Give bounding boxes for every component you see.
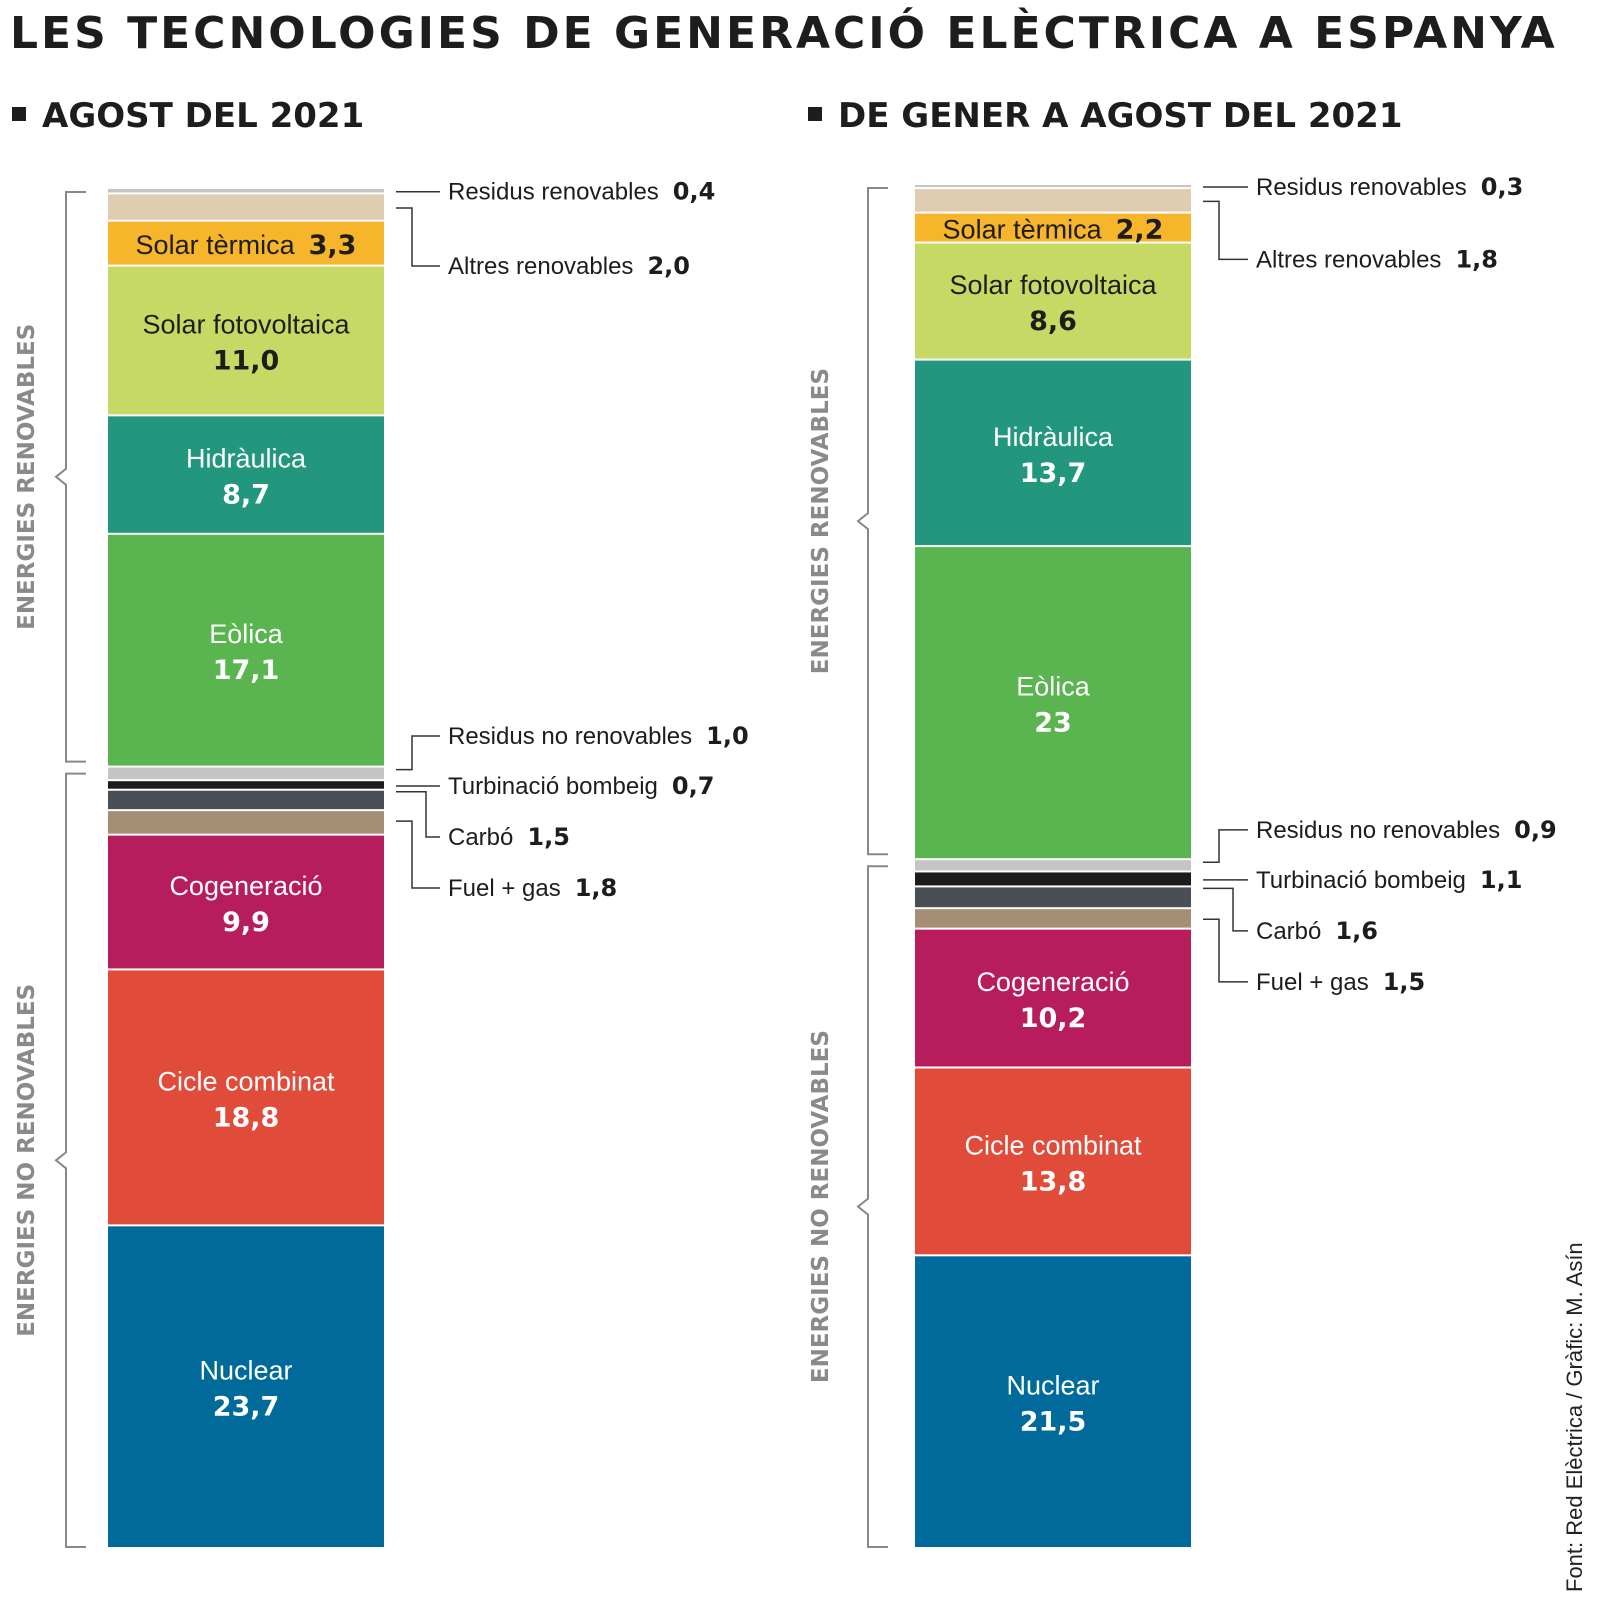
callout-label-residus-renovables: Residus renovables 0,4 (448, 178, 715, 206)
group-label-no-renovables: ENERGIES NO RENOVABLES (808, 1030, 834, 1383)
segment-label-solar-termica: Solar tèrmica 2,2 (943, 215, 1164, 246)
bar-segment-cogeneracio (108, 835, 384, 969)
callout-label-turbinacio-bombeig: Turbinació bombeig 0,7 (448, 772, 714, 800)
bar-segment-carbo (108, 790, 384, 810)
bar-segment-cicle-combinat (915, 1068, 1191, 1255)
chart-title: LES TECNOLOGIES DE GENERACIÓ ELÈCTRICA A… (10, 8, 1558, 59)
segment-label-eolica-value: 23 (1034, 708, 1072, 739)
bar-segment-residus-renovables (108, 189, 384, 193)
source-credit: Font: Red Elèctrica / Gràfic: M. Asín (1562, 1242, 1587, 1592)
callout-label-residus-renovables: Residus renovables 0,3 (1256, 173, 1523, 201)
segment-label-cogeneracio-value: 9,9 (222, 907, 270, 938)
segment-label-solar-termica: Solar tèrmica 3,3 (136, 230, 357, 261)
panel-title-agost: AGOST DEL 2021 (12, 96, 364, 136)
segment-label-cicle-combinat: Cicle combinat (964, 1130, 1142, 1160)
callout-line-altres-renovables (396, 207, 440, 267)
bracket-renovables (54, 191, 86, 763)
segment-label-cogeneracio-value: 10,2 (1020, 1003, 1087, 1034)
segment-label-hidraulica-value: 8,7 (222, 480, 270, 511)
bracket-no-renovables (856, 865, 888, 1548)
bar-segment-eolica (108, 534, 384, 766)
bar-segment-turbinacio-bombeig (915, 872, 1191, 886)
segment-label-hidraulica: Hidràulica (186, 444, 307, 474)
callout-label-carbo: Carbó 1,6 (1256, 917, 1378, 945)
bar-segment-solar-termica (915, 213, 1191, 242)
callout-label-residus-no-renovables: Residus no renovables 0,9 (1256, 816, 1557, 844)
bar-segment-nuclear (108, 1226, 384, 1547)
bar-segment-cicle-combinat (108, 970, 384, 1225)
segment-label-cicle-combinat-value: 13,8 (1020, 1166, 1087, 1197)
callout-line-carbo (1203, 887, 1248, 932)
bar-segment-solar-fotovoltaica (108, 266, 384, 415)
bar-segment-eolica (915, 547, 1191, 859)
group-label-renovables: ENERGIES RENOVABLES (808, 368, 834, 674)
segment-label-solar-fotovoltaica: Solar fotovoltaica (142, 309, 350, 339)
bar-segment-cogeneracio (915, 929, 1191, 1067)
group-label-no-renovables: ENERGIES NO RENOVABLES (14, 984, 40, 1337)
bar-segment-fuel-gas (915, 909, 1191, 928)
group-label-renovables: ENERGIES RENOVABLES (14, 324, 40, 630)
segment-label-solar-fotovoltaica: Solar fotovoltaica (949, 270, 1157, 300)
bar-segment-altres-renovables (108, 194, 384, 220)
segment-label-nuclear-value: 23,7 (213, 1392, 280, 1423)
bracket-no-renovables (54, 772, 86, 1548)
segment-label-nuclear: Nuclear (1006, 1371, 1099, 1401)
callout-label-altres-renovables: Altres renovables 2,0 (448, 252, 690, 280)
segment-label-eolica: Eòlica (209, 619, 284, 649)
segment-label-cicle-combinat: Cicle combinat (157, 1066, 335, 1096)
bar-segment-residus-no-renovables (108, 767, 384, 780)
callout-label-residus-no-renovables: Residus no renovables 1,0 (448, 722, 749, 750)
callout-label-fuel-gas: Fuel + gas 1,5 (1256, 968, 1425, 996)
panel-title-gener-agost: DE GENER A AGOST DEL 2021 (808, 96, 1403, 136)
bar-segment-fuel-gas (108, 811, 384, 834)
segment-label-cogeneracio: Cogeneració (976, 967, 1129, 997)
segment-label-eolica: Eòlica (1016, 672, 1091, 702)
callout-line-carbo (396, 790, 440, 838)
callout-line-residus-no-renovables (396, 735, 440, 771)
segment-label-eolica-value: 17,1 (213, 655, 280, 686)
callout-line-fuel-gas (1203, 918, 1248, 983)
callout-line-altres-renovables (1203, 200, 1248, 261)
square-bullet-icon (808, 106, 822, 121)
bar-segment-solar-fotovoltaica (915, 243, 1191, 359)
panel-title-text: AGOST DEL 2021 (42, 96, 365, 136)
callout-label-fuel-gas: Fuel + gas 1,8 (448, 874, 617, 902)
segment-label-hidraulica: Hidràulica (993, 422, 1114, 452)
bracket-renovables (856, 187, 888, 856)
square-bullet-icon (12, 106, 26, 121)
bar-segment-nuclear (915, 1256, 1191, 1547)
segment-label-nuclear: Nuclear (199, 1356, 292, 1386)
segment-label-cicle-combinat-value: 18,8 (213, 1102, 280, 1133)
bar-segment-residus-renovables (915, 185, 1191, 188)
bar-segment-residus-no-renovables (915, 860, 1191, 871)
segment-label-hidraulica-value: 13,7 (1020, 458, 1087, 489)
segment-label-solar-fotovoltaica-value: 8,6 (1029, 306, 1077, 337)
bar-segment-carbo (915, 887, 1191, 908)
bar-segment-hidraulica (915, 360, 1191, 546)
callout-label-altres-renovables: Altres renovables 1,8 (1256, 245, 1498, 273)
bar-segment-altres-renovables (915, 189, 1191, 212)
bar-segment-turbinacio-bombeig (108, 781, 384, 789)
callout-line-residus-no-renovables (1203, 829, 1248, 863)
segment-label-solar-fotovoltaica-value: 11,0 (213, 345, 280, 376)
callout-line-fuel-gas (396, 820, 440, 889)
bar-segment-hidraulica (108, 416, 384, 533)
callout-label-carbo: Carbó 1,5 (448, 823, 570, 851)
callout-label-turbinacio-bombeig: Turbinació bombeig 1,1 (1256, 866, 1522, 894)
segment-label-nuclear-value: 21,5 (1020, 1407, 1087, 1438)
bar-segment-solar-termica (108, 221, 384, 265)
segment-label-cogeneracio: Cogeneració (169, 871, 322, 901)
panel-title-text: DE GENER A AGOST DEL 2021 (838, 96, 1403, 136)
